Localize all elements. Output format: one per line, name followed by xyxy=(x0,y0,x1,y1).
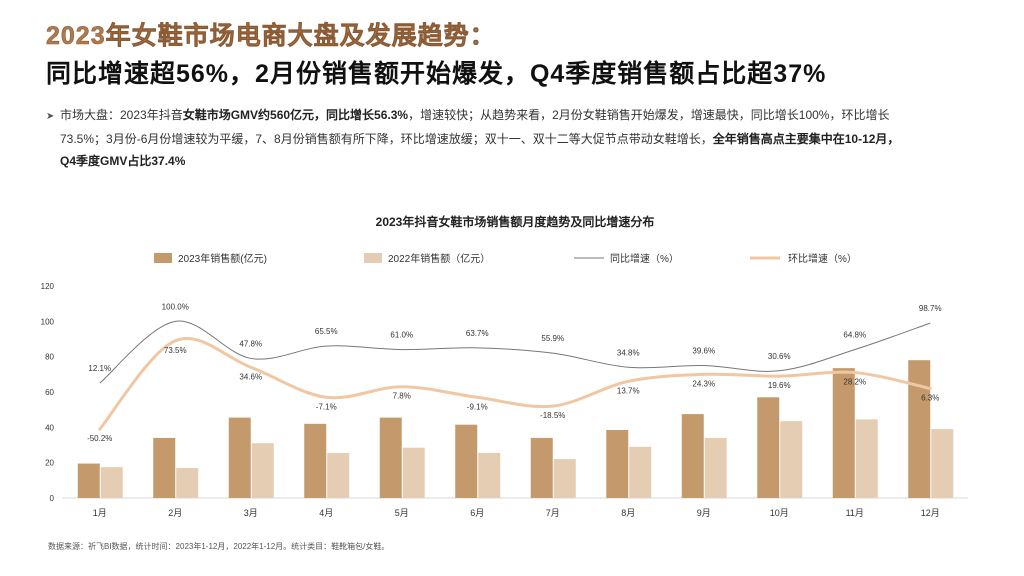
data-label-mom: 34.6% xyxy=(239,372,262,381)
summary-paragraph: ➤ 市场大盘：2023年抖音女鞋市场GMV约560亿元，同比增长56.3%，增速较… xyxy=(46,104,966,172)
y-tick-label: 120 xyxy=(41,282,55,291)
data-label-mom: 7.8% xyxy=(393,392,411,401)
x-tick-label: 11月 xyxy=(846,508,864,518)
bar-2023 xyxy=(757,397,780,498)
legend-label-2023: 2023年销售额(亿元) xyxy=(178,252,267,265)
summary-highlight-2: 全年销售高点主要集中在10-12月， xyxy=(712,132,900,146)
x-tick-label: 4月 xyxy=(319,508,333,518)
data-label-yoy: 65.5% xyxy=(315,327,338,336)
y-tick-label: 0 xyxy=(50,494,55,503)
bar-2023 xyxy=(530,437,553,498)
y-tick-label: 80 xyxy=(45,353,54,362)
data-label-mom: -18.5% xyxy=(540,411,565,420)
bar-2022 xyxy=(327,452,350,498)
legend-label-mom: 环比增速（%） xyxy=(788,252,857,265)
legend-label-yoy: 同比增速（%） xyxy=(610,252,679,265)
bar-2023 xyxy=(681,414,704,498)
legend-swatch-2022 xyxy=(364,253,382,263)
data-label-yoy: 55.9% xyxy=(541,334,564,343)
data-label-yoy: 12.1% xyxy=(88,364,111,373)
series-line-mom xyxy=(98,337,932,431)
bar-2022 xyxy=(176,467,199,498)
bar-2022 xyxy=(780,421,803,498)
data-source-note: 数据来源：祈飞BI数据，统计时间：2023年1-12月，2022年1-12月。统… xyxy=(48,542,390,551)
y-tick-label: 60 xyxy=(45,388,54,397)
x-tick-label: 1月 xyxy=(93,508,107,518)
x-tick-label: 8月 xyxy=(621,508,635,518)
data-label-mom: 24.3% xyxy=(692,379,715,388)
data-label-mom: 19.6% xyxy=(768,381,791,390)
headline-line1: 2023年女鞋市场电商大盘及发展趋势： xyxy=(46,22,496,51)
x-tick-label: 5月 xyxy=(395,508,409,518)
bar-2023 xyxy=(455,424,478,498)
summary-text-2: ，增速较快；从趋势来看，2月份女鞋销售开始爆发，增速最快，同比增长100%，环比… xyxy=(408,108,890,122)
data-label-mom: -50.2% xyxy=(87,434,112,443)
data-label-mom: 73.5% xyxy=(164,346,187,355)
data-label-yoy: 61.0% xyxy=(390,331,413,340)
bar-2023 xyxy=(606,429,629,498)
x-tick-label: 7月 xyxy=(546,508,560,518)
data-label-yoy: 39.6% xyxy=(692,347,715,356)
bar-2022 xyxy=(629,446,652,498)
legend-swatch-2023 xyxy=(154,253,172,263)
x-tick-label: 10月 xyxy=(770,508,789,518)
y-tick-label: 100 xyxy=(41,317,55,326)
summary-highlight-3: Q4季度GMV占比37.4% xyxy=(60,154,186,168)
summary-highlight-1: 女鞋市场GMV约560亿元，同比增长56.3% xyxy=(182,108,409,122)
bar-2023 xyxy=(304,423,327,498)
bar-2023 xyxy=(379,417,402,498)
data-label-yoy: 47.8% xyxy=(239,339,262,348)
x-tick-label: 2月 xyxy=(168,508,182,518)
data-label-yoy: 98.7% xyxy=(919,304,942,313)
bar-2022 xyxy=(704,437,727,498)
x-tick-label: 9月 xyxy=(697,508,711,518)
bar-2022 xyxy=(478,452,501,498)
data-label-mom: 28.2% xyxy=(843,378,866,387)
data-label-mom: 13.7% xyxy=(617,386,640,395)
bar-2023 xyxy=(228,417,251,498)
bar-2023 xyxy=(908,360,931,498)
series-line-yoy xyxy=(99,320,931,384)
bar-2022 xyxy=(100,467,123,498)
data-label-mom: -7.1% xyxy=(316,402,337,411)
x-tick-label: 12月 xyxy=(921,508,940,518)
data-label-yoy: 63.7% xyxy=(466,329,489,338)
data-label-yoy: 34.8% xyxy=(617,348,640,357)
y-tick-label: 20 xyxy=(45,459,54,468)
y-tick-label: 40 xyxy=(45,423,54,432)
bar-2022 xyxy=(402,447,425,498)
bar-2023 xyxy=(77,463,100,498)
data-label-yoy: 30.6% xyxy=(768,352,791,361)
chart-title: 2023年抖音女鞋市场销售额月度趋势及同比增速分布 xyxy=(376,214,655,229)
bar-2023 xyxy=(832,368,855,498)
bar-2023 xyxy=(153,437,176,498)
summary-text-3: 73.5%；3月份-6月份增速较为平缓，7、8月份销售额有所下降，环比增速放缓；… xyxy=(60,132,713,146)
data-label-mom: 6.3% xyxy=(921,393,939,402)
bar-2022 xyxy=(855,419,878,498)
data-label-yoy: 64.8% xyxy=(843,331,866,340)
data-label-mom: -9.1% xyxy=(467,402,488,411)
legend-label-2022: 2022年销售额（亿元） xyxy=(388,252,490,265)
bar-2022 xyxy=(553,459,576,498)
data-label-yoy: 100.0% xyxy=(162,302,189,311)
x-tick-label: 6月 xyxy=(470,508,484,518)
bar-2022 xyxy=(931,429,954,498)
x-tick-label: 3月 xyxy=(244,508,258,518)
summary-text-1: 市场大盘：2023年抖音 xyxy=(60,108,183,122)
bar-2022 xyxy=(251,443,274,498)
bullet-arrow-icon: ➤ xyxy=(46,111,55,122)
headline-line2: 同比增速超56%，2月份销售额开始爆发，Q4季度销售额占比超37% xyxy=(46,60,827,88)
